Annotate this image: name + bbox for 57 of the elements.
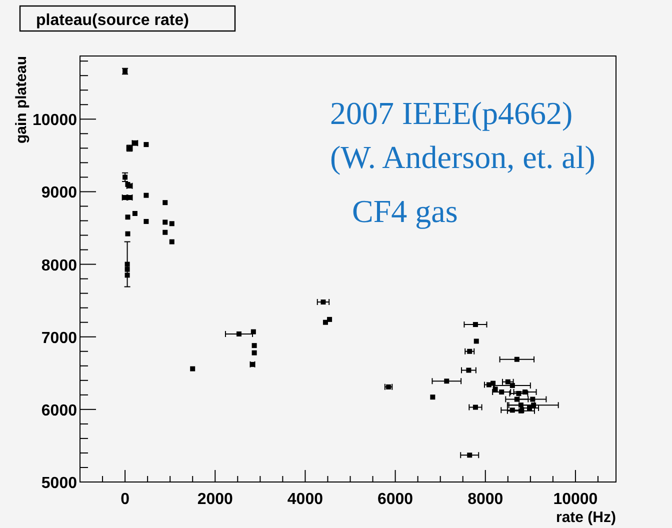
point [322,320,328,325]
point [531,402,536,408]
point [522,390,528,395]
point [252,350,257,356]
point [530,396,536,402]
point [474,338,479,344]
point [252,343,257,348]
point [124,266,130,272]
point [162,200,168,206]
point [144,218,149,224]
point [430,394,436,400]
y-tick-label: 9000 [41,184,78,202]
point [124,272,130,278]
point [144,192,149,198]
y-tick-label: 10000 [32,112,78,130]
point [510,382,515,388]
annotation: 2007 IEEE(p4662) [330,95,573,131]
point [327,316,332,322]
point [467,452,472,458]
point [472,404,478,410]
point [162,220,168,225]
x-tick-label: 4000 [287,491,324,508]
y-axis-title: gain plateau [13,56,30,144]
point [125,231,130,236]
x-axis-title: rate (Hz) [556,509,616,526]
point [444,378,450,384]
y-tick-label: 7000 [41,330,78,347]
x-tick-label: 10000 [553,491,598,508]
point [144,142,149,148]
point [514,356,520,362]
x-tick-label: 6000 [377,491,414,508]
x-tick-label: 0 [120,491,130,508]
point [162,230,168,235]
point [250,329,256,334]
chart-title: plateau(source rate) [36,12,189,29]
point [169,239,174,244]
point [505,379,510,384]
point [472,322,478,328]
point [124,262,130,267]
point [169,221,174,226]
point [236,331,242,336]
annotation: (W. Anderson, et. al) [330,139,596,175]
point [499,390,504,395]
point [518,408,524,414]
point [466,368,472,373]
point [527,405,532,410]
point [190,366,196,372]
point [132,210,138,216]
point [492,386,498,392]
point [320,300,326,305]
x-tick-label: 2000 [197,491,234,508]
x-tick-label: 8000 [468,491,504,508]
y-tick-label: 5000 [41,475,78,492]
point [125,214,130,220]
y-tick-label: 6000 [41,402,78,420]
annotation: CF4 gas [352,193,458,229]
y-tick-label: 8000 [41,257,78,274]
